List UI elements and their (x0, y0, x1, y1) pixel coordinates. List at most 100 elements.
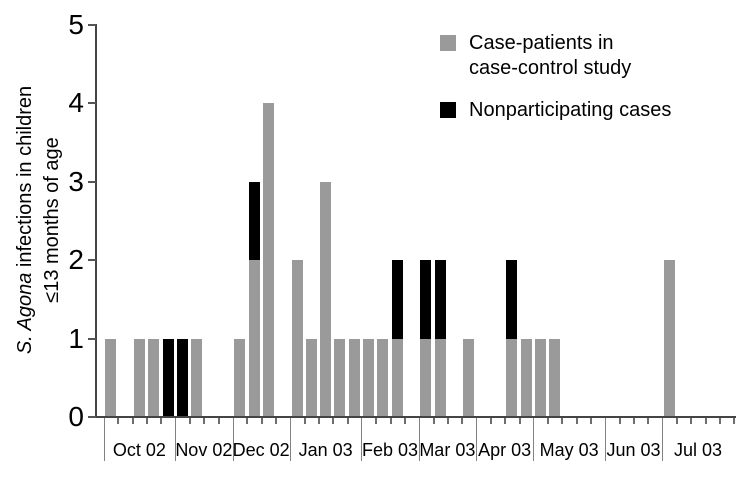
bar-nonparticipating (162, 338, 174, 416)
x-tick (590, 418, 593, 424)
bar-case-patients (305, 338, 317, 416)
bar-case-patients (291, 260, 303, 416)
y-tick (88, 24, 96, 26)
x-tick (676, 418, 678, 424)
x-tick (518, 418, 521, 424)
bar-case-patients (434, 338, 446, 416)
x-tick (446, 418, 449, 424)
y-axis-label-species: S. Agona (14, 272, 36, 355)
month-divider (175, 418, 177, 461)
bar-case-patients (262, 103, 274, 416)
x-tick (461, 418, 464, 424)
legend-label-case-patients-line1: Case-patients in (469, 32, 614, 54)
month-label: Oct 02 (112, 440, 166, 460)
month-divider (476, 418, 477, 461)
y-tick-label: 4 (68, 87, 84, 119)
legend-label-nonparticipating-line1: Nonparticipating cases (469, 99, 672, 121)
bar-case-patients (363, 338, 375, 416)
y-axis-line (95, 24, 97, 418)
y-axis-label-line1-rest: infections in children (14, 85, 36, 273)
month-divider (232, 418, 234, 461)
x-tick (704, 418, 707, 424)
y-tick (88, 337, 96, 340)
month-label: Jan 03 (298, 440, 353, 460)
month-label: Nov 02 (175, 440, 233, 460)
x-tick (317, 418, 320, 424)
x-tick (547, 418, 550, 424)
month-label: Mar 03 (419, 440, 476, 460)
x-tick (618, 418, 621, 424)
bar-case-patients (663, 260, 675, 416)
x-tick (389, 418, 392, 424)
x-tick (432, 418, 435, 424)
x-tick (719, 418, 721, 424)
x-tick (403, 418, 406, 424)
y-tick-label: 1 (68, 322, 84, 354)
month-divider (418, 418, 420, 461)
bar-case-patients (320, 181, 332, 416)
legend-label-nonparticipating: Nonparticipating cases (469, 98, 671, 123)
x-tick (203, 418, 206, 424)
y-tick (88, 102, 96, 105)
bar-case-patients (377, 338, 389, 416)
bar-case-patients (391, 338, 403, 416)
x-tick (160, 418, 163, 424)
x-tick (690, 418, 693, 424)
x-tick (146, 418, 149, 424)
x-tick (332, 418, 335, 424)
x-tick (733, 418, 736, 424)
bar-case-patients (191, 338, 203, 416)
month-divider (361, 418, 363, 461)
legend-swatch-case-patients-icon (440, 35, 456, 51)
bar-case-patients (105, 338, 117, 416)
x-tick (504, 418, 507, 424)
month-divider (289, 418, 291, 461)
month-label: Apr 03 (478, 440, 532, 460)
bar-case-patients (535, 338, 546, 416)
legend-item-case-patients: Case-patients in case-control study (440, 31, 671, 81)
month-label: Feb 03 (362, 440, 419, 460)
x-tick (561, 418, 564, 424)
bar-nonparticipating (391, 260, 403, 339)
x-tick (375, 418, 378, 424)
bar-case-patients (248, 260, 260, 416)
y-axis-label-line1: S. Agona infections in children (12, 24, 39, 416)
y-tick-label: 0 (68, 401, 84, 432)
bar-nonparticipating (420, 260, 432, 339)
y-tick (88, 180, 96, 183)
x-tick (489, 418, 492, 424)
x-axis-line (95, 416, 736, 418)
month-label: Dec 02 (232, 440, 290, 460)
bar-nonparticipating (248, 181, 260, 261)
bar-nonparticipating (506, 260, 518, 339)
y-tick-label: 2 (68, 244, 84, 276)
bar-case-patients (420, 338, 432, 416)
legend-label-case-patients-line2: case-control study (469, 57, 632, 79)
x-tick (217, 418, 220, 424)
bar-case-patients (133, 338, 145, 416)
y-tick (88, 259, 96, 262)
month-divider (533, 418, 535, 461)
month-divider (103, 418, 105, 461)
y-tick-label: 3 (68, 165, 84, 197)
x-tick (275, 418, 277, 424)
x-tick (260, 418, 263, 424)
month-label: Jun 03 (606, 440, 661, 460)
x-tick (117, 418, 120, 424)
x-tick (647, 418, 650, 424)
month-label: Jul 03 (673, 440, 722, 460)
x-tick (575, 418, 578, 424)
y-axis-label-line2: ≤13 months of age (41, 137, 63, 303)
bar-case-patients (506, 338, 518, 416)
x-tick (346, 418, 349, 424)
bar-case-patients (348, 338, 360, 416)
bar-case-patients (234, 338, 246, 416)
month-divider (604, 418, 606, 461)
bar-case-patients (334, 338, 346, 416)
x-tick (303, 418, 306, 424)
bar-case-patients (148, 338, 160, 416)
y-axis-label: S. Agona infections in children ≤13 mont… (12, 24, 68, 416)
x-tick (246, 418, 249, 424)
y-tick-label: 5 (68, 9, 84, 40)
